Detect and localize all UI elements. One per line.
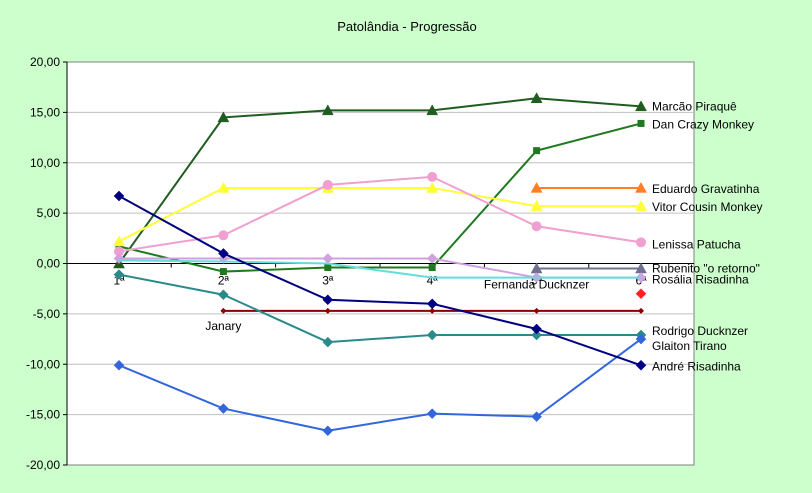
data-point [426, 408, 438, 419]
data-point [113, 235, 125, 247]
series-group [113, 92, 647, 437]
series-label: Dan Crazy Monkey [652, 117, 754, 131]
series [113, 333, 647, 437]
data-point [531, 411, 542, 422]
series-line [118, 186, 641, 243]
data-point [218, 403, 229, 414]
data-point [533, 147, 541, 155]
data-point [427, 171, 438, 182]
data-point [426, 298, 438, 310]
data-point [115, 242, 123, 250]
x-tick-label: 4ª [427, 274, 439, 288]
y-tick-label: 10,00 [30, 156, 60, 170]
series-label: Rodrigo Ducknzer [652, 324, 748, 338]
data-point [531, 323, 542, 335]
data-point [635, 200, 647, 211]
data-point [531, 329, 542, 341]
series [113, 181, 647, 247]
series-label: André Risadinha [652, 359, 741, 373]
series [114, 171, 646, 257]
series [220, 307, 644, 314]
series [115, 119, 645, 276]
data-point [531, 221, 542, 232]
data-point [637, 119, 645, 127]
series-line [118, 195, 642, 367]
data-point [426, 181, 439, 193]
data-point [324, 264, 332, 272]
data-point [426, 253, 438, 264]
y-tick-label: 5,00 [37, 206, 61, 220]
data-point [322, 336, 334, 348]
series-label: Rubenito "o retorno" [652, 262, 760, 276]
series-line [118, 259, 641, 279]
data-point [217, 181, 230, 193]
y-tick-label: 20,00 [30, 55, 60, 69]
data-point [636, 237, 646, 248]
data-point [429, 307, 436, 314]
data-point [530, 181, 543, 193]
data-point [321, 104, 334, 116]
data-point [530, 92, 543, 104]
chart-title: Patolândia - Progressão [337, 19, 476, 34]
data-point [113, 269, 125, 280]
gridlines [67, 111, 694, 416]
data-point [218, 289, 229, 301]
series-label: Vitor Cousin Monkey [652, 200, 763, 214]
data-point [218, 230, 229, 241]
series-line [118, 97, 642, 265]
data-point [428, 264, 436, 272]
data-point [218, 248, 229, 259]
data-point [219, 268, 227, 276]
data-point [322, 294, 334, 306]
data-point [113, 359, 125, 371]
series-line [118, 122, 642, 273]
series-label: Glaiton Tirano [652, 339, 727, 353]
annotation-label: Janary [205, 319, 241, 333]
data-point [114, 246, 124, 257]
annotation-label: Fernanda Ducknzer [484, 278, 589, 292]
y-tick-label: -15,00 [26, 408, 60, 422]
x-tick-label: 3ª [322, 274, 334, 288]
data-point [220, 307, 227, 314]
data-point [635, 288, 647, 300]
data-point [113, 190, 125, 202]
axes: 20,00 15,00 10,00 5,00 0,00 -5,00 -10,00 -15,00… [26, 55, 694, 472]
data-point [635, 100, 647, 112]
data-point [638, 307, 644, 314]
series-line [118, 175, 642, 253]
series [635, 288, 647, 300]
annotations: Janary Fernanda Ducknzer [205, 278, 589, 333]
y-tick-label: -10,00 [26, 357, 60, 371]
series [113, 190, 647, 371]
series-label: Marcão Piraquê [652, 99, 737, 113]
series-label: Lenissa Patucha [652, 237, 741, 251]
data-point [322, 179, 333, 190]
series-line [118, 338, 642, 432]
data-point [217, 111, 230, 123]
y-tick-label: -5,00 [33, 307, 61, 321]
series [118, 259, 641, 279]
x-tick-label: 1ª [113, 274, 125, 288]
y-tick-label: 0,00 [37, 257, 61, 271]
series-labels: Marcão Piraquê Dan Crazy Monkey Eduardo Gr… [652, 99, 763, 373]
data-point [533, 307, 540, 314]
data-point [426, 104, 439, 116]
series [530, 181, 647, 193]
series-label: Rosália Risadinha [652, 273, 749, 287]
data-point [635, 359, 647, 371]
series-label: Eduardo Gravatinha [652, 182, 760, 196]
data-point [324, 307, 331, 314]
data-point [635, 333, 647, 345]
y-tick-label: -20,00 [26, 458, 60, 472]
y-tick-label: 15,00 [30, 105, 60, 119]
data-point [426, 329, 438, 341]
data-point [635, 181, 647, 193]
data-point [530, 200, 543, 211]
x-tick-label: 2ª [218, 274, 230, 288]
data-point [322, 425, 334, 437]
